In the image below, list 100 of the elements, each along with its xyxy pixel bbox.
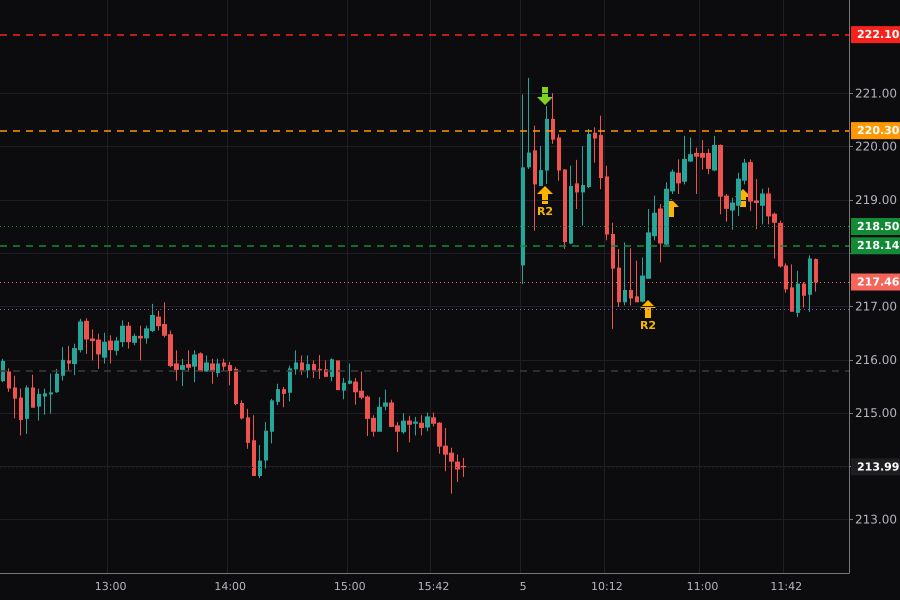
candlestick	[569, 165, 573, 245]
x-tick-label: 10:12	[591, 580, 623, 593]
candlestick	[802, 281, 806, 308]
candlestick	[611, 222, 615, 330]
candlestick	[551, 92, 555, 144]
candlestick	[336, 360, 340, 391]
candlestick	[383, 389, 388, 411]
candlestick	[413, 416, 418, 436]
candlestick	[539, 146, 543, 186]
candlestick	[419, 414, 424, 436]
candlestick	[31, 374, 35, 408]
candlestick	[318, 354, 322, 380]
candlestick	[342, 377, 346, 400]
candlestick	[246, 408, 250, 450]
candlestick	[37, 388, 41, 422]
candlestick	[13, 375, 17, 419]
candlestick	[288, 365, 292, 402]
candlestick	[593, 126, 597, 164]
candlestick	[43, 388, 47, 416]
y-tick-label: 216.00	[855, 352, 898, 367]
candlestick	[348, 363, 352, 385]
candlestick	[760, 188, 765, 225]
candlestick	[306, 355, 310, 378]
y-tick-label: 219.00	[855, 192, 898, 207]
candlestick	[377, 396, 382, 432]
candlestick	[234, 366, 238, 406]
x-tick-label: 11:42	[770, 580, 802, 593]
y-tick-label: 217.00	[855, 299, 898, 314]
candlestick	[108, 334, 113, 364]
candlestick	[605, 165, 609, 241]
candlestick	[623, 242, 627, 306]
candlestick	[264, 422, 268, 470]
candlestick	[401, 412, 406, 434]
candlestick	[712, 135, 717, 172]
candlestick	[527, 77, 531, 170]
candlestick	[796, 270, 800, 318]
candlestick	[635, 260, 639, 303]
candlestick	[545, 106, 549, 184]
candlestick	[533, 125, 537, 232]
x-tick-label: 11:00	[686, 580, 718, 593]
candlestick	[216, 358, 220, 378]
candlestick	[808, 254, 812, 312]
candlestick	[599, 115, 603, 190]
candlestick	[300, 355, 304, 376]
candlestick	[676, 158, 681, 195]
candlestick	[138, 325, 143, 361]
candlestick	[581, 146, 585, 226]
ref-line-label: 218.14	[857, 239, 900, 252]
candlestick	[330, 358, 334, 382]
candlestick	[557, 134, 561, 182]
candlestick	[222, 358, 226, 371]
candlestick	[19, 388, 23, 436]
candlestick	[270, 398, 274, 444]
candlestick	[228, 361, 232, 386]
candlestick	[258, 444, 262, 479]
candlestick	[186, 350, 191, 373]
candlestick	[210, 358, 215, 384]
candlestick	[49, 373, 53, 414]
ref-line-label: 220.30	[857, 124, 900, 138]
candlestick	[192, 350, 197, 383]
candlestick	[814, 258, 818, 292]
candlestick	[240, 400, 244, 420]
candlestick	[617, 248, 621, 308]
candlestick	[25, 384, 29, 434]
candlestick	[126, 321, 131, 350]
x-tick-label: 14:00	[214, 580, 246, 593]
candlestick	[276, 383, 280, 406]
candlestick	[587, 128, 591, 189]
annotation: R2	[536, 205, 554, 218]
candlestick	[294, 350, 298, 376]
candlestick	[132, 333, 137, 346]
annotation: R2	[640, 319, 656, 332]
candlestick	[425, 412, 430, 432]
candlestick	[282, 386, 286, 408]
ref-line-label: 218.50	[857, 220, 900, 234]
ref-line-label: 217.46	[857, 275, 900, 288]
x-tick-label: 5	[520, 580, 527, 593]
ref-line-label: 213.99	[857, 460, 900, 474]
ref-line-label: 222.10	[857, 28, 900, 42]
candlestick	[67, 345, 71, 372]
candlestick	[102, 332, 107, 364]
candlestick	[252, 414, 256, 476]
candlestick	[312, 360, 316, 378]
candlestick	[790, 264, 794, 312]
candlestick	[61, 346, 65, 382]
y-tick-label: 220.00	[855, 140, 898, 154]
candlestick	[521, 94, 525, 285]
x-tick-label: 13:00	[94, 580, 126, 593]
candlestick	[1, 358, 5, 383]
candlestick	[563, 168, 567, 250]
candlestick	[55, 368, 59, 394]
candlestick	[180, 358, 185, 386]
candlestick	[658, 204, 663, 263]
candlestick	[407, 415, 412, 443]
candlestick	[204, 355, 209, 373]
y-tick-label: 221.00	[855, 86, 898, 100]
y-tick-label: 215.00	[855, 406, 898, 420]
x-tick-label: 15:00	[334, 580, 366, 593]
x-tick-label: 15:42	[418, 580, 450, 593]
y-tick-label: 213.00	[855, 512, 898, 527]
